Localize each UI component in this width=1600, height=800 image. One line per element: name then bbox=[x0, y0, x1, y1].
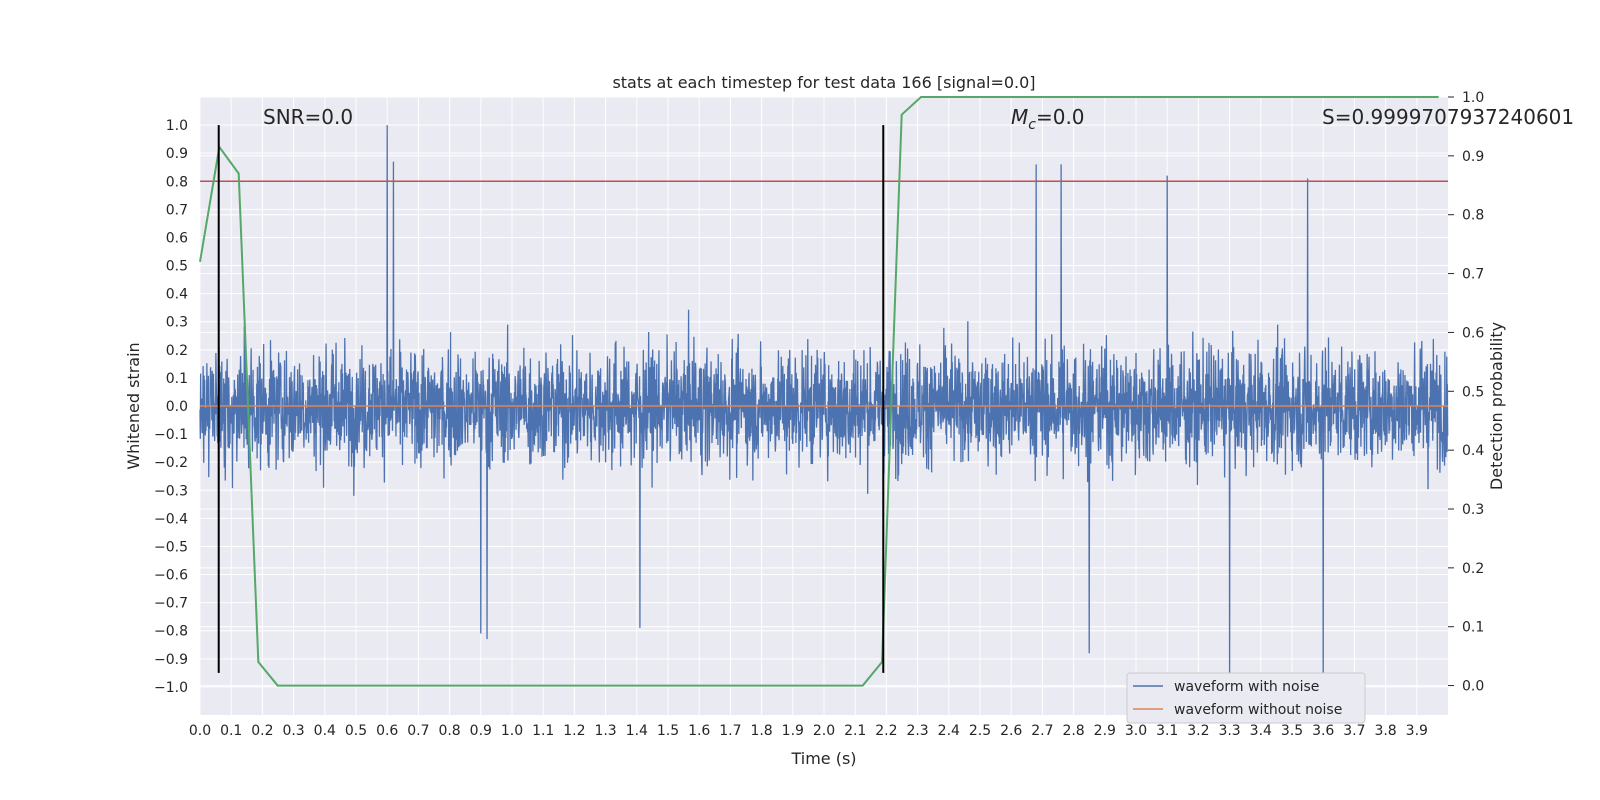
x-tick-label: 2.6 bbox=[1000, 723, 1022, 739]
x-tick-label: 1.4 bbox=[626, 723, 648, 739]
x-tick-label: 2.8 bbox=[1062, 723, 1084, 739]
y-tick-label: −0.2 bbox=[154, 455, 188, 471]
x-tick-label: 0.6 bbox=[376, 723, 398, 739]
x-tick-label: 3.6 bbox=[1312, 723, 1334, 739]
y2-tick-label: 1.0 bbox=[1462, 90, 1484, 106]
mc-annotation: Mc=0.0 bbox=[1011, 105, 1085, 133]
x-tick-label: 0.7 bbox=[407, 723, 429, 739]
x-tick-label: 1.1 bbox=[532, 723, 554, 739]
mc-subscript: c bbox=[1028, 117, 1036, 133]
x-tick-label: 2.4 bbox=[938, 723, 960, 739]
x-tick-label: 3.9 bbox=[1406, 723, 1428, 739]
y2-tick-label: 0.1 bbox=[1462, 620, 1484, 636]
y-tick-label: 1.0 bbox=[166, 118, 188, 134]
x-tick-label: 3.5 bbox=[1281, 723, 1303, 739]
y-tick-label: −0.6 bbox=[154, 568, 188, 584]
y2-tick-label: 0.9 bbox=[1462, 149, 1484, 165]
y-tick-label: 0.8 bbox=[166, 174, 188, 190]
y2-tick-label: 0.8 bbox=[1462, 208, 1484, 224]
mc-symbol: M bbox=[1011, 105, 1028, 129]
x-tick-label: 2.5 bbox=[969, 723, 991, 739]
y-tick-label: 0.3 bbox=[166, 315, 188, 331]
x-tick-label: 0.4 bbox=[314, 723, 336, 739]
noisy-waveform-layer bbox=[199, 125, 1449, 687]
y-axis-label: Whitened strain bbox=[124, 342, 143, 469]
x-tick-label: 0.3 bbox=[282, 723, 304, 739]
y2-tick-label: 0.2 bbox=[1462, 561, 1484, 577]
y2-tick-label: 0.6 bbox=[1462, 325, 1484, 341]
legend: waveform with noise waveform without noi… bbox=[1126, 672, 1366, 724]
y2-tick-label: 0.3 bbox=[1462, 502, 1484, 518]
x-tick-label: 3.4 bbox=[1250, 723, 1272, 739]
y-tick-label: 0.7 bbox=[166, 202, 188, 218]
x-tick-label: 1.7 bbox=[719, 723, 741, 739]
y-tick-label: −1.0 bbox=[154, 680, 188, 696]
y-tick-label: −0.4 bbox=[154, 511, 188, 527]
y-tick-label: 0.6 bbox=[166, 230, 188, 246]
y-tick-label: 0.5 bbox=[166, 259, 188, 275]
x-tick-label: 2.0 bbox=[813, 723, 835, 739]
x-tick-label: 1.2 bbox=[563, 723, 585, 739]
y-tick-label: 0.9 bbox=[166, 146, 188, 162]
x-tick-label: 0.1 bbox=[220, 723, 242, 739]
line-layer bbox=[199, 96, 1448, 687]
x-tick-label: 1.9 bbox=[782, 723, 804, 739]
x-tick-label: 2.3 bbox=[906, 723, 928, 739]
x-tick-label: 2.9 bbox=[1094, 723, 1116, 739]
tick-layer: 0.0 0.1 0.2 0.3 0.4 0.5 0.6 0.7 0.8 0.9 1.0 1.1 1.2 1… bbox=[154, 90, 1484, 739]
x-tick-label: 0.5 bbox=[345, 723, 367, 739]
legend-label-noise: waveform with noise bbox=[1174, 679, 1319, 695]
s-annotation: S=0.9999707937240601 bbox=[1322, 105, 1574, 129]
y-tick-label: −0.8 bbox=[154, 624, 188, 640]
y-tick-label: 0.4 bbox=[166, 287, 188, 303]
y2-tick-label: 0.7 bbox=[1462, 267, 1484, 283]
x-tick-label: 3.8 bbox=[1374, 723, 1396, 739]
y2-tick-label: 0.0 bbox=[1462, 679, 1484, 695]
x-tick-label: 0.0 bbox=[189, 723, 211, 739]
x-tick-label: 0.2 bbox=[251, 723, 273, 739]
detection-probability-series bbox=[199, 96, 1439, 687]
x-tick-label: 3.2 bbox=[1187, 723, 1209, 739]
x-tick-label: 1.3 bbox=[594, 723, 616, 739]
x-tick-label: 2.2 bbox=[875, 723, 897, 739]
y-tick-label: 0.2 bbox=[166, 343, 188, 359]
y-tick-label: 0.0 bbox=[166, 399, 188, 415]
y2-tick-label: 0.5 bbox=[1462, 384, 1484, 400]
y-tick-label: −0.5 bbox=[154, 539, 188, 555]
y-tick-label: −0.1 bbox=[154, 427, 188, 443]
y-tick-label: −0.9 bbox=[154, 652, 188, 668]
x-tick-label: 1.0 bbox=[501, 723, 523, 739]
legend-label-clean: waveform without noise bbox=[1174, 702, 1342, 718]
x-tick-label: 3.7 bbox=[1343, 723, 1365, 739]
x-tick-label: 0.9 bbox=[470, 723, 492, 739]
legend-box bbox=[1126, 672, 1366, 724]
y-tick-label: −0.7 bbox=[154, 596, 188, 612]
mc-value: =0.0 bbox=[1036, 105, 1085, 129]
y2-tick-label: 0.4 bbox=[1462, 443, 1484, 459]
noisy-waveform-series bbox=[199, 125, 1449, 687]
x-tick-label: 1.5 bbox=[657, 723, 679, 739]
y-tick-label: −0.3 bbox=[154, 483, 188, 499]
x-tick-label: 2.1 bbox=[844, 723, 866, 739]
snr-annotation: SNR=0.0 bbox=[263, 105, 353, 129]
x-tick-label: 3.0 bbox=[1125, 723, 1147, 739]
x-tick-label: 2.7 bbox=[1031, 723, 1053, 739]
x-tick-label: 1.6 bbox=[688, 723, 710, 739]
x-tick-label: 0.8 bbox=[438, 723, 460, 739]
y2-axis-label: Detection probability bbox=[1487, 322, 1506, 490]
x-axis-label: Time (s) bbox=[790, 749, 856, 768]
chart-title: stats at each timestep for test data 166… bbox=[612, 73, 1035, 92]
x-tick-label: 3.3 bbox=[1218, 723, 1240, 739]
x-tick-label: 1.8 bbox=[750, 723, 772, 739]
x-tick-label: 3.1 bbox=[1156, 723, 1178, 739]
y-tick-label: 0.1 bbox=[166, 371, 188, 387]
